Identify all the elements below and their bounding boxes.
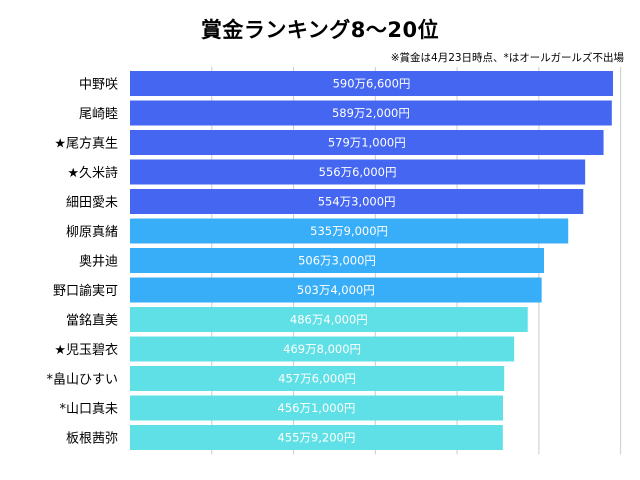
chart-note: ※賞金は4月23日時点、*はオールガールズ不出場 — [390, 52, 624, 64]
value-label: 556万6,000円 — [319, 165, 397, 179]
bar — [130, 159, 586, 185]
category-label: *山口真未 — [59, 402, 118, 417]
category-label: ★尾方真生 — [54, 136, 118, 152]
category-label: 野口諭実可 — [53, 283, 118, 299]
category-label: 中野咲 — [79, 77, 118, 93]
value-label: 469万8,000円 — [283, 342, 361, 356]
value-label: 506万3,000円 — [298, 254, 376, 268]
bar — [130, 366, 505, 391]
category-label: *畠山ひすい — [46, 372, 118, 388]
value-label: 503万4,000円 — [297, 283, 375, 297]
bar-layer — [130, 71, 613, 450]
category-label: 柳原真緒 — [66, 225, 118, 240]
bar — [130, 277, 542, 303]
bar — [130, 130, 604, 155]
value-label: 456万1,000円 — [278, 401, 356, 415]
chart-title: 賞金ランキング8〜20位 — [200, 18, 440, 42]
category-label: ★久米詩 — [67, 166, 118, 181]
bar — [130, 425, 503, 450]
value-label: 457万6,000円 — [278, 372, 356, 386]
value-label: 455万9,200円 — [277, 431, 355, 445]
category-label: 尾崎睦 — [79, 106, 118, 122]
category-label: ★児玉碧衣 — [54, 342, 118, 358]
category-label: 細田愛未 — [66, 196, 118, 211]
value-label: 579万1,000円 — [328, 136, 406, 150]
bar — [130, 248, 545, 273]
bar — [130, 100, 612, 126]
bar — [130, 189, 584, 214]
category-label: 板根茜弥 — [66, 431, 118, 447]
value-label: 535万9,000円 — [310, 224, 388, 238]
value-label: 486万4,000円 — [290, 313, 368, 327]
value-label: 589万2,000円 — [332, 106, 410, 120]
category-label: 奥井迪 — [79, 255, 118, 270]
value-label: 554万3,000円 — [318, 195, 396, 209]
bar — [130, 395, 503, 421]
bar — [130, 218, 569, 244]
bar — [130, 336, 515, 362]
bar — [130, 307, 528, 332]
category-label: 當銘直美 — [66, 314, 118, 329]
bar — [130, 71, 613, 96]
value-label: 590万6,600円 — [333, 77, 411, 91]
